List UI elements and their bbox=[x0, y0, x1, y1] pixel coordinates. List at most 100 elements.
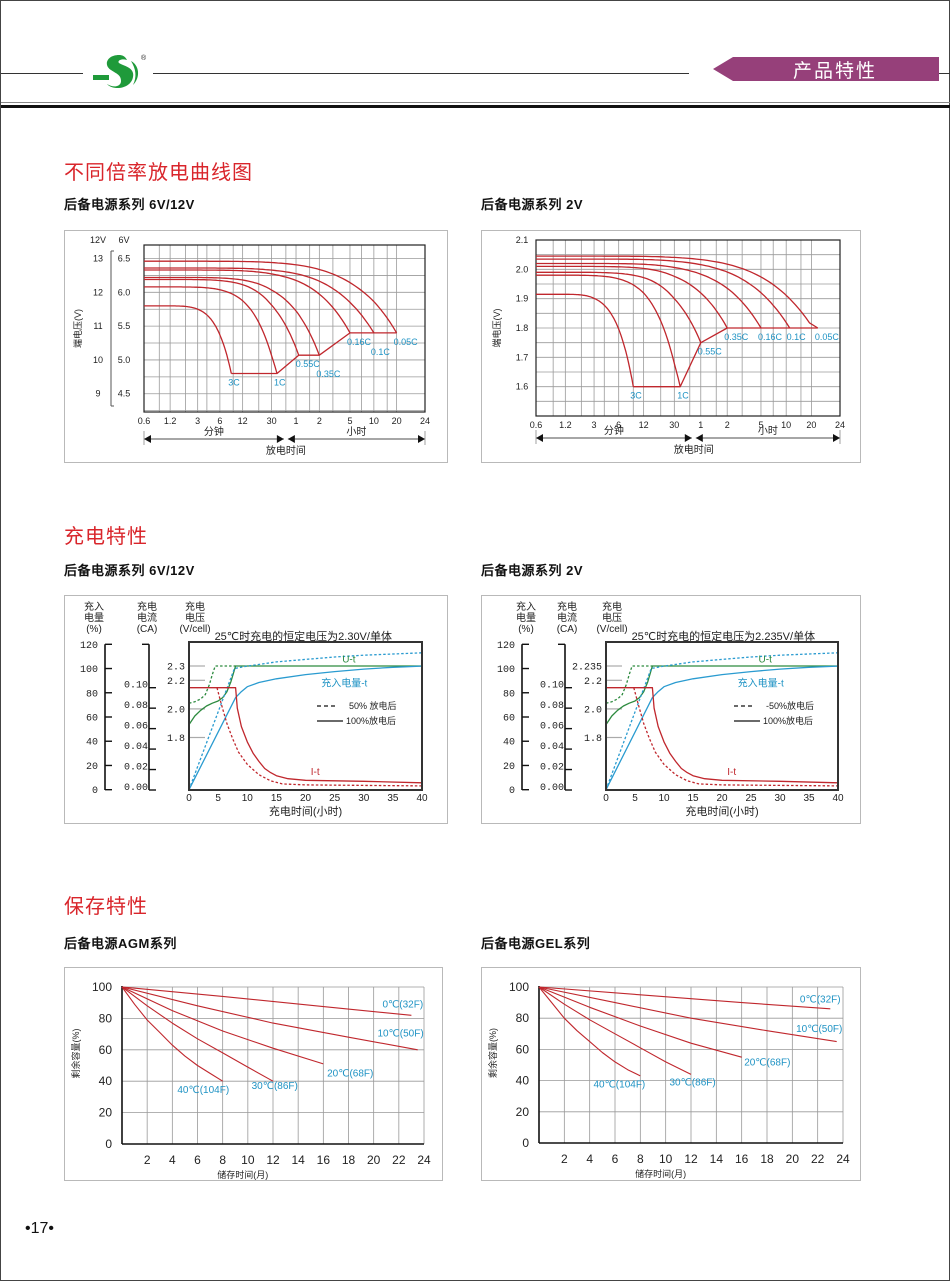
charge-chart-2v: 充入 电量 (%) 充电 电流 (CA) 充电 电压 (V/cell) 0 20 40 60 80 100 1… bbox=[481, 595, 861, 824]
y-tick-label: 11 bbox=[93, 321, 102, 331]
x-tick-label: 12 bbox=[238, 416, 248, 426]
rate-label: 0.16C bbox=[758, 332, 783, 342]
x-tick-label: 24 bbox=[420, 416, 430, 426]
percent-tick-label: 80 bbox=[503, 689, 515, 700]
time-unit-label: 分钟 bbox=[204, 425, 224, 438]
discharge-curve-0_55C bbox=[536, 271, 702, 343]
arrow-left-icon bbox=[144, 435, 151, 443]
y-axis-title: 端电压(V) bbox=[491, 308, 502, 347]
percent-tick-label: 0 bbox=[509, 786, 515, 797]
current-tick-label: 0.02 bbox=[540, 763, 564, 774]
voltage-axis-header: 充电 bbox=[602, 600, 622, 613]
discharge-curve-0_1C bbox=[536, 258, 791, 329]
y-tick-label: 9 bbox=[95, 389, 100, 399]
percent-tick-label: 100 bbox=[80, 665, 98, 676]
rate-label: 0.05C bbox=[815, 332, 840, 342]
x-tick-label: 3 bbox=[592, 420, 597, 430]
curve-annotation: U-t bbox=[759, 654, 773, 665]
storage-chart-agm: 0℃(32F) 10℃(50F) 20℃(68F) 30℃(86F) 40℃(104F)… bbox=[64, 967, 443, 1181]
rate-label: 0.16C bbox=[347, 337, 372, 347]
chart-title: 25℃时充电的恒定电压为2.235V/单体 bbox=[632, 629, 816, 643]
percent-axis-header: (%) bbox=[518, 624, 534, 635]
plot-area bbox=[143, 244, 426, 413]
legend-label: 100%放电后 bbox=[346, 715, 396, 726]
y-axis-title: 剩余容量(%) bbox=[487, 1028, 498, 1078]
x-tick-label: 12 bbox=[266, 1153, 280, 1167]
voltage-tick-label: 1.8 bbox=[167, 734, 185, 745]
self-discharge-curve bbox=[121, 986, 223, 1082]
percent-axis-header: 充入 bbox=[516, 600, 536, 613]
charged-capacity-curve-50 bbox=[188, 652, 423, 790]
percent-tick-label: 120 bbox=[80, 641, 98, 652]
voltage-tick-label: 2.235 bbox=[572, 663, 602, 674]
current-axis-header: (CA) bbox=[557, 624, 578, 635]
x-tick-label: 24 bbox=[835, 420, 845, 430]
arrow-right-icon bbox=[418, 435, 425, 443]
self-discharge-curve bbox=[538, 986, 831, 1010]
subtitle-charge-6v-12v: 后备电源系列 6V/12V bbox=[64, 563, 195, 578]
temperature-label: 30℃(86F) bbox=[669, 1077, 715, 1088]
x-tick-label: 20 bbox=[716, 793, 728, 804]
x-tick-label: 8 bbox=[637, 1152, 644, 1166]
curve-annotation: 充入电量-t bbox=[321, 677, 367, 690]
x-tick-label: 40 bbox=[416, 793, 428, 804]
current-tick-label: 0.00 bbox=[540, 783, 564, 794]
x-tick-label: 6 bbox=[217, 416, 222, 426]
self-discharge-curve bbox=[538, 986, 742, 1058]
y-tick-label: 5.0 bbox=[118, 355, 131, 365]
x-tick-label: 4 bbox=[169, 1153, 176, 1167]
temperature-label: 30℃(86F) bbox=[252, 1081, 298, 1092]
x-tick-label: 0 bbox=[186, 793, 192, 804]
y-tick-label: 20 bbox=[99, 1106, 113, 1120]
y-tick-label: 10 bbox=[93, 355, 103, 365]
x-tick-label: 10 bbox=[241, 1153, 255, 1167]
x-tick-label: 18 bbox=[342, 1153, 356, 1167]
x-tick-label: 10 bbox=[658, 793, 670, 804]
chart-title: 25℃时充电的恒定电压为2.30V/单体 bbox=[215, 629, 392, 643]
rate-label: 0.55C bbox=[698, 347, 723, 357]
percent-axis-header: 电量 bbox=[516, 611, 536, 624]
charge-voltage-curve-50 bbox=[188, 665, 236, 704]
y-tick-label: 1.8 bbox=[516, 323, 529, 333]
charge-chart-2v-svg: 充入电量(%)充电电流(CA)充电电压(V/cell)0204060801001… bbox=[497, 600, 844, 818]
percent-tick-label: 40 bbox=[503, 738, 515, 749]
header-divider-thin bbox=[1, 102, 950, 103]
discharge-curve-1C bbox=[536, 274, 681, 387]
y-tick-label: 80 bbox=[516, 1011, 530, 1025]
rate-label: 1C bbox=[677, 391, 689, 401]
percent-tick-label: 100 bbox=[497, 665, 515, 676]
current-axis-header: 电流 bbox=[557, 611, 577, 624]
y-tick-label: 20 bbox=[516, 1105, 530, 1119]
discharge-curve-0_55C bbox=[144, 278, 300, 356]
x-tick-label: 16 bbox=[735, 1152, 749, 1166]
self-discharge-curve bbox=[121, 986, 418, 1051]
x-tick-label: 22 bbox=[811, 1152, 825, 1166]
voltage-axis-header: 电压 bbox=[602, 611, 622, 624]
x-tick-label: 8 bbox=[219, 1153, 226, 1167]
subtitle-discharge-6v-12v: 后备电源系列 6V/12V bbox=[64, 197, 195, 212]
current-tick-label: 0.10 bbox=[540, 681, 564, 692]
x-tick-label: 1 bbox=[294, 416, 299, 426]
x-tick-label: 5 bbox=[632, 793, 638, 804]
temperature-label: 10℃(50F) bbox=[377, 1028, 423, 1039]
rate-label: 0.1C bbox=[371, 347, 391, 357]
current-tick-label: 0.08 bbox=[124, 701, 148, 712]
percent-tick-label: 60 bbox=[503, 713, 515, 724]
temperature-label: 0℃(32F) bbox=[382, 999, 423, 1010]
plot-area bbox=[605, 641, 839, 791]
arrow-right-icon bbox=[684, 434, 692, 442]
rate-label: 0.35C bbox=[316, 369, 341, 379]
curve-annotation: 充入电量-t bbox=[738, 677, 784, 690]
cutoff-voltage-line bbox=[633, 327, 818, 388]
y-tick-label: 40 bbox=[99, 1074, 113, 1088]
plot-area bbox=[535, 239, 841, 417]
time-unit-label: 小时 bbox=[758, 425, 778, 437]
section-title-discharge: 不同倍率放电曲线图 bbox=[64, 162, 253, 184]
charge-current-curve-50 bbox=[633, 687, 839, 787]
temperature-label: 40℃(104F) bbox=[593, 1079, 645, 1090]
discharge-curve-0_35C bbox=[144, 276, 320, 356]
x-tick-label: 18 bbox=[760, 1152, 774, 1166]
rate-label: 3C bbox=[630, 391, 642, 401]
charged-capacity-curve-100 bbox=[188, 665, 423, 790]
